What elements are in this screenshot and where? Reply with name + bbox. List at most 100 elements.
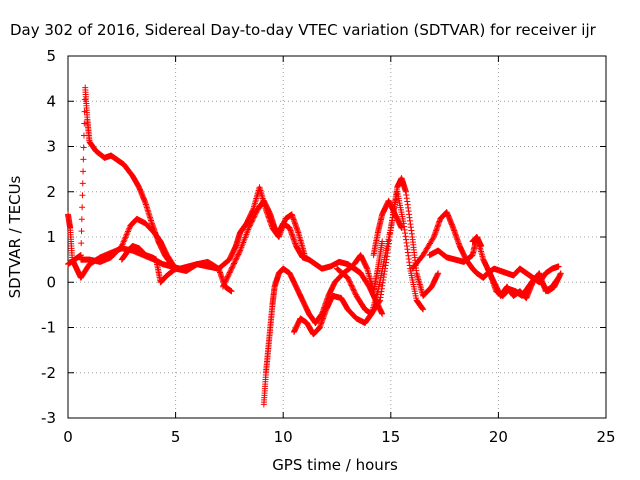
data-point — [235, 251, 242, 258]
data-point — [349, 285, 356, 292]
data-point — [250, 214, 257, 221]
data-point — [247, 221, 254, 228]
series-track-1 — [65, 84, 222, 272]
data-point — [229, 263, 236, 270]
data-point — [248, 218, 255, 225]
grid — [68, 56, 606, 418]
data-point — [345, 276, 352, 283]
data-point — [233, 255, 240, 262]
data-point — [80, 156, 87, 163]
data-point — [232, 256, 239, 263]
data-point — [120, 238, 127, 245]
data-point — [347, 281, 354, 288]
data-point — [234, 252, 241, 259]
series-track-13 — [484, 265, 562, 302]
data-point — [228, 288, 235, 295]
y-tick-label: 2 — [46, 183, 56, 201]
data-point — [252, 210, 259, 217]
y-tick-label: -1 — [41, 319, 56, 337]
series-track-5 — [219, 197, 364, 290]
data-point — [351, 288, 358, 295]
y-axis-label: SDTVAR / TECUs — [6, 175, 24, 298]
chart-title: Day 302 of 2016, Sidereal Day-to-day VTE… — [10, 21, 597, 39]
data-point — [231, 259, 238, 266]
data-point — [236, 248, 243, 255]
data-point — [119, 241, 126, 248]
series-track-3 — [77, 215, 235, 295]
data-point — [555, 274, 562, 281]
data-point — [78, 216, 85, 223]
x-tick-label: 25 — [596, 428, 615, 446]
y-tick-label: 3 — [46, 138, 56, 156]
data-point — [232, 257, 239, 264]
data-point — [420, 306, 427, 313]
data-point — [223, 276, 230, 283]
data-point — [344, 274, 351, 281]
data-point — [80, 144, 87, 151]
data-point — [224, 274, 231, 281]
data-point — [346, 278, 353, 285]
data-point — [125, 227, 132, 234]
data-point — [253, 209, 260, 216]
series-track-2 — [65, 184, 308, 281]
data-point — [118, 243, 125, 250]
data-points — [65, 84, 564, 408]
data-point — [231, 260, 238, 267]
data-point — [430, 235, 437, 242]
x-tick-label: 0 — [63, 428, 73, 446]
data-point — [345, 277, 352, 284]
x-tick-label: 10 — [274, 428, 293, 446]
data-point — [250, 215, 257, 222]
data-point — [557, 270, 564, 277]
data-point — [219, 283, 226, 290]
data-point — [224, 273, 231, 280]
data-point — [121, 237, 128, 244]
y-tick-label: 1 — [46, 228, 56, 246]
data-point — [123, 232, 130, 239]
x-tick-label: 15 — [381, 428, 400, 446]
y-tick-label: -2 — [41, 364, 56, 382]
data-point — [79, 180, 86, 187]
data-point — [225, 272, 232, 279]
data-point — [124, 229, 131, 236]
data-point — [379, 310, 386, 317]
data-point — [350, 287, 357, 294]
data-point — [245, 224, 252, 231]
x-axis-label: GPS time / hours — [272, 456, 398, 474]
series-track-9 — [351, 238, 386, 295]
data-point — [172, 265, 179, 272]
data-point — [220, 282, 227, 289]
data-point — [347, 279, 354, 286]
data-point — [350, 286, 357, 293]
data-point — [248, 219, 255, 226]
data-point — [246, 223, 253, 230]
data-point — [235, 250, 242, 257]
data-point — [227, 268, 234, 275]
data-point — [80, 168, 87, 175]
series-track-14 — [469, 234, 485, 250]
data-point — [230, 261, 237, 268]
data-point — [251, 212, 258, 219]
y-tick-label: 4 — [46, 92, 56, 110]
data-point — [226, 269, 233, 276]
y-tick-label: 5 — [46, 47, 56, 65]
data-point — [398, 224, 405, 231]
data-point — [126, 225, 133, 232]
data-point — [79, 192, 86, 199]
data-point — [249, 217, 256, 224]
series-track-6 — [260, 263, 386, 408]
axis-ticks: 0 5 10 15 20 25 -3 -2 -1 0 1 2 3 4 5 — [41, 47, 616, 446]
data-point — [223, 277, 230, 284]
data-point — [226, 270, 233, 277]
data-point — [348, 282, 355, 289]
data-point — [352, 290, 359, 297]
data-point — [78, 240, 85, 247]
data-point — [478, 243, 485, 250]
x-tick-label: 20 — [489, 428, 508, 446]
data-point — [221, 281, 228, 288]
data-point — [228, 265, 235, 272]
data-point — [79, 204, 86, 211]
data-point — [124, 228, 131, 235]
data-point — [222, 278, 229, 285]
